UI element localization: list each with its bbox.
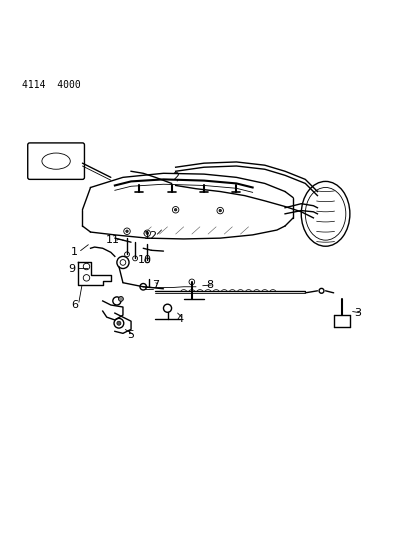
Text: 1: 1 xyxy=(71,247,78,257)
Text: 2: 2 xyxy=(172,172,179,182)
Circle shape xyxy=(219,209,222,212)
Circle shape xyxy=(133,256,137,261)
Text: 3: 3 xyxy=(355,308,361,318)
Circle shape xyxy=(117,321,121,325)
Text: 4114  4000: 4114 4000 xyxy=(22,80,80,90)
Circle shape xyxy=(145,258,150,263)
Text: 4: 4 xyxy=(176,314,183,324)
Circle shape xyxy=(146,232,149,235)
Text: 12: 12 xyxy=(144,231,158,241)
Circle shape xyxy=(126,230,128,232)
Text: 11: 11 xyxy=(106,235,120,245)
Text: 7: 7 xyxy=(152,280,159,290)
Circle shape xyxy=(124,252,129,257)
Text: 8: 8 xyxy=(206,280,214,290)
Circle shape xyxy=(174,208,177,211)
FancyBboxPatch shape xyxy=(28,143,84,180)
Text: 10: 10 xyxy=(138,255,152,265)
Text: 5: 5 xyxy=(128,330,135,341)
Text: 6: 6 xyxy=(71,300,78,310)
Text: 9: 9 xyxy=(69,263,76,273)
Circle shape xyxy=(319,288,324,293)
Circle shape xyxy=(118,296,123,301)
Circle shape xyxy=(140,284,146,290)
